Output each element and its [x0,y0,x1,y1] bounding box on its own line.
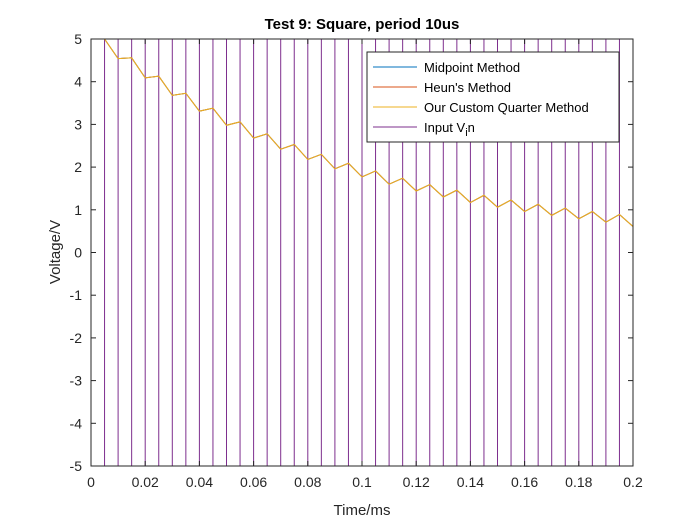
x-tick-label: 0.12 [403,474,430,490]
chart-title: Test 9: Square, period 10us [265,16,460,33]
y-tick-label: 3 [74,116,82,132]
y-tick-label: -1 [70,287,83,303]
y-tick-label: 5 [74,31,82,47]
y-tick-label: -4 [70,415,83,431]
legend-item-heun: Heun's Method [373,80,511,95]
legend-label-midpoint: Midpoint Method [424,60,520,75]
legend-item-input: Input Vin [373,120,475,139]
x-tick-label: 0.18 [565,474,592,490]
x-axis-label: Time/ms [334,502,391,519]
y-tick-label: -5 [70,458,83,474]
x-tick-label: 0.14 [457,474,484,490]
legend-item-midpoint: Midpoint Method [373,60,520,75]
x-tick-label: 0.16 [511,474,538,490]
series-input-vin [91,38,633,467]
y-tick-label: 2 [74,159,82,175]
x-tick-label: 0.2 [623,474,643,490]
legend-label-quarter: Our Custom Quarter Method [424,100,589,115]
series-layer [91,38,634,467]
legend-label-input: Input Vin [424,120,475,139]
y-tick-label: 0 [74,245,82,261]
y-tick-label: 1 [74,202,82,218]
y-tick-label: -2 [70,330,83,346]
x-tick-label: 0.1 [352,474,372,490]
x-tick-label: 0.04 [186,474,213,490]
y-axis-label: Voltage/V [47,220,64,284]
x-tick-label: 0.02 [132,474,159,490]
axes-layer: 0 0.02 0.04 0.06 0.08 0.1 0.12 0.14 0.16 0.18 0.2 -… [70,31,643,490]
x-tick-label: 0 [87,474,95,490]
legend: Midpoint Method Heun's Method Our Custom… [366,51,620,143]
legend-label-heun: Heun's Method [424,80,511,95]
legend-item-quarter: Our Custom Quarter Method [373,100,589,115]
series-quarter [91,38,634,227]
y-tick-label: 4 [74,74,82,90]
x-tick-label: 0.06 [240,474,267,490]
y-tick-label: -3 [70,373,83,389]
x-tick-label: 0.08 [294,474,321,490]
